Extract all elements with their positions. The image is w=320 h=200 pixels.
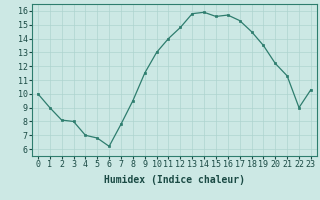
X-axis label: Humidex (Indice chaleur): Humidex (Indice chaleur) bbox=[104, 175, 245, 185]
